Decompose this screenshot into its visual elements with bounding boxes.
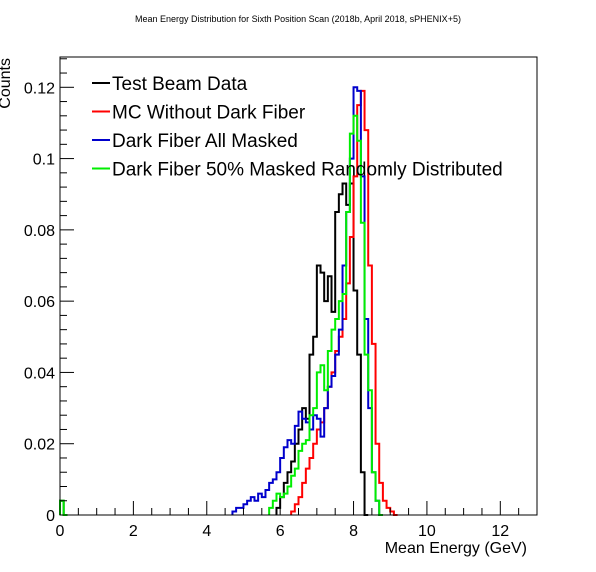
series-line-3 bbox=[231, 86, 383, 516]
legend: Test Beam Data MC Without Dark Fiber Dark … bbox=[92, 74, 503, 181]
series-line-2 bbox=[290, 89, 398, 516]
x-axis-title: Mean Energy (GeV) bbox=[385, 540, 527, 557]
y-tick-label: 0.04 bbox=[24, 365, 55, 382]
y-tick-label: 0.1 bbox=[33, 152, 55, 169]
legend-label: MC Without Dark Fiber bbox=[112, 103, 306, 124]
plot-frame bbox=[59, 56, 538, 516]
y-tick-label: 0.12 bbox=[24, 80, 55, 97]
legend-label: Dark Fiber All Masked bbox=[112, 131, 298, 152]
x-tick-label: 12 bbox=[491, 523, 509, 540]
x-tick-label: 0 bbox=[56, 523, 65, 540]
x-tick-label: 8 bbox=[349, 523, 358, 540]
y-tick-label: 0.02 bbox=[24, 437, 55, 454]
y-axis-title: Counts bbox=[0, 58, 14, 109]
x-tick-label: 2 bbox=[129, 523, 138, 540]
y-tick-label: 0.08 bbox=[24, 223, 55, 240]
legend-label: Test Beam Data bbox=[112, 74, 248, 95]
x-tick-label: 4 bbox=[202, 523, 211, 540]
y-tick-label: 0.06 bbox=[24, 294, 55, 311]
chart-title: Mean Energy Distribution for Sixth Posit… bbox=[135, 14, 461, 24]
y-tick-label: 0 bbox=[46, 508, 55, 525]
x-tick-label: 6 bbox=[276, 523, 285, 540]
x-tick-label: 10 bbox=[418, 523, 436, 540]
axes-layer: 0 2 4 6 8 10 12 0 0.02 0.04 0.06 0.08 0.1 0.12 bbox=[24, 58, 538, 540]
legend-label: Dark Fiber 50% Masked Randomly Distribut… bbox=[112, 160, 503, 181]
series-line-1 bbox=[59, 182, 369, 516]
